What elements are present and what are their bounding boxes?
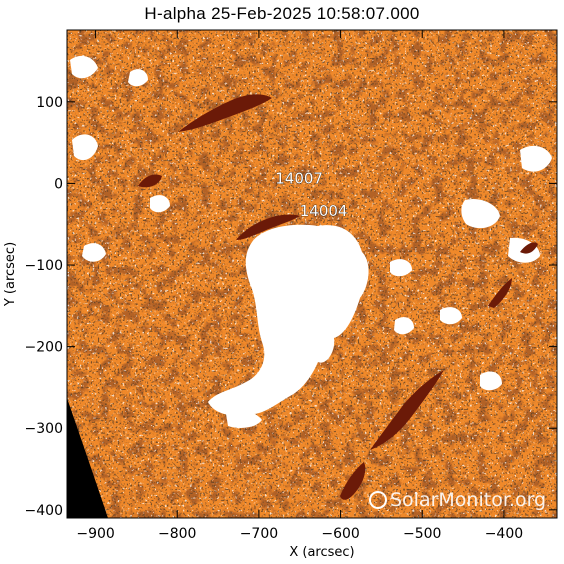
sun-logo-icon bbox=[369, 491, 387, 509]
x-tick-label: −400 bbox=[485, 526, 523, 542]
filaments bbox=[138, 94, 538, 500]
solar-disk-image: 14007 14004 SolarMonitor.org bbox=[67, 30, 557, 518]
y-tick-label: −300 bbox=[25, 421, 63, 437]
y-axis-title: Y (arcsec) bbox=[3, 242, 18, 307]
x-axis-title: X (arcsec) bbox=[289, 545, 354, 560]
x-tick-label: −500 bbox=[403, 526, 441, 542]
off-disk-space bbox=[67, 398, 108, 518]
active-region-label: 14007 bbox=[275, 169, 323, 187]
watermark-text: SolarMonitor.org bbox=[390, 489, 546, 511]
page-title: H-alpha 25-Feb-2025 10:58:07.000 bbox=[144, 4, 420, 23]
y-tick-label: −200 bbox=[25, 340, 63, 356]
y-tick-label: 100 bbox=[36, 95, 63, 111]
x-tick-label: −900 bbox=[76, 526, 114, 542]
plage-regions bbox=[70, 55, 552, 428]
y-tick-label: 0 bbox=[54, 176, 63, 192]
plot-frame bbox=[66, 29, 558, 519]
x-tick-label: −600 bbox=[321, 526, 359, 542]
y-tick-label: −400 bbox=[25, 503, 63, 519]
x-axis-ticks: −900 −800 −700 −600 −500 −400 bbox=[76, 30, 523, 542]
active-region-label: 14004 bbox=[300, 202, 348, 220]
y-tick-label: −100 bbox=[25, 258, 63, 274]
y-axis-ticks: 100 0 −100 −200 −300 −400 bbox=[25, 95, 557, 519]
x-tick-label: −700 bbox=[240, 526, 278, 542]
solarmonitor-watermark: SolarMonitor.org bbox=[369, 489, 546, 511]
active-region-labels: 14007 14004 bbox=[275, 169, 348, 220]
x-tick-label: −800 bbox=[158, 526, 196, 542]
